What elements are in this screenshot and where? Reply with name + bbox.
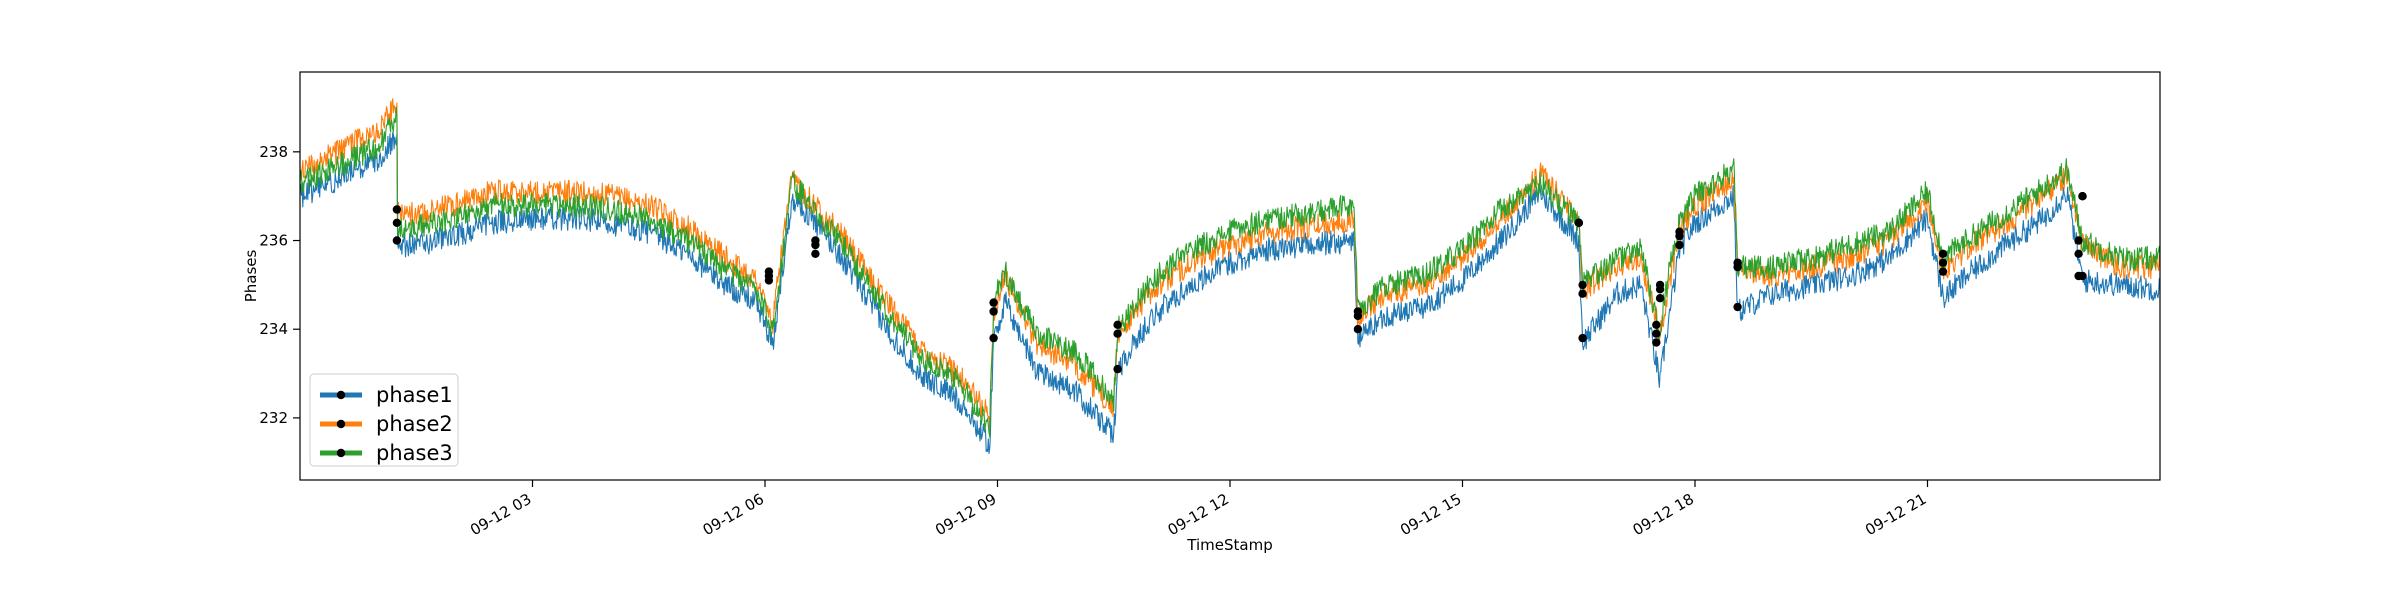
event-marker-6-2 [1574,218,1584,227]
event-marker-11-0 [1733,302,1742,312]
event-marker-11-2 [1733,258,1742,267]
event-marker-9-0 [1655,294,1665,303]
event-marker-2-2 [811,236,820,245]
event-marker-3-1 [989,307,998,316]
event-marker-12-2 [1938,249,1948,258]
event-marker-0-2 [392,205,402,214]
y-tick-label-0: 232 [259,409,288,427]
event-marker-13-1 [2074,249,2083,258]
legend-label-phase3: phase3 [376,441,453,465]
event-marker-0-1 [392,218,402,227]
event-marker-5-2 [1353,307,1363,316]
y-tick-label-3: 238 [259,143,288,161]
event-marker-14-0 [2078,271,2087,281]
x-axis-label: TimeStamp [1186,536,1272,554]
y-tick-label-1: 234 [259,320,288,338]
y-axis-label: Phases [242,250,260,303]
event-marker-0-0 [392,236,402,245]
legend-marker-phase1 [336,390,346,400]
event-marker-7-2 [1578,280,1587,290]
event-marker-8-0 [1652,338,1661,347]
legend-marker-phase3 [336,448,346,458]
event-marker-7-1 [1578,289,1587,298]
event-marker-12-0 [1938,267,1948,276]
event-marker-5-0 [1353,325,1363,334]
series-line-phase3 [299,106,2161,438]
event-marker-10-0 [1675,240,1684,250]
y-tick-label-2: 236 [259,232,288,250]
event-marker-8-2 [1652,320,1661,329]
legend-marker-phase2 [336,419,346,429]
legend: phase1 phase2 phase3 [309,373,459,467]
event-marker-14-2 [2078,192,2087,201]
event-marker-8-1 [1652,329,1661,338]
event-marker-10-2 [1675,227,1684,236]
legend-label-phase2: phase2 [376,412,453,436]
event-marker-3-0 [989,333,998,343]
event-marker-2-0 [811,249,820,258]
legend-label-phase1: phase1 [376,383,453,407]
event-marker-9-2 [1655,280,1665,290]
event-marker-13-2 [2074,236,2083,245]
event-marker-3-2 [989,298,998,307]
event-marker-4-1 [1113,329,1122,338]
event-marker-12-1 [1938,258,1948,267]
event-marker-4-0 [1113,364,1122,374]
event-marker-1-2 [764,267,774,276]
series-line-phase1 [299,131,2161,455]
event-marker-7-0 [1578,333,1587,343]
event-marker-4-2 [1113,320,1122,329]
